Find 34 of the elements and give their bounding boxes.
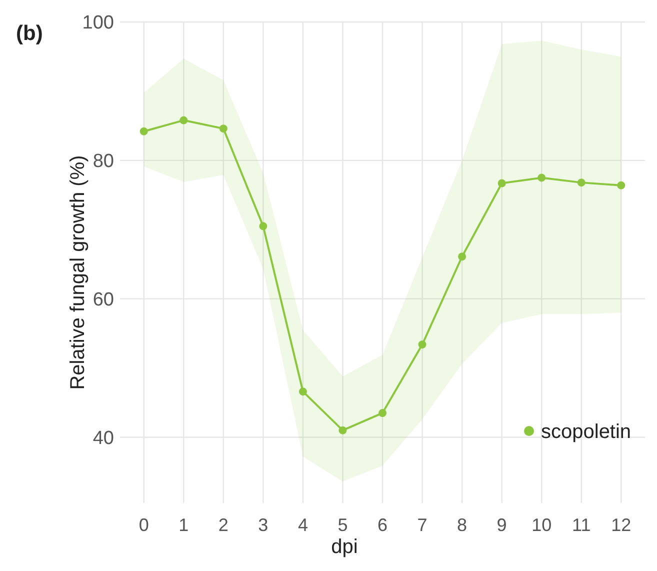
y-tick-label: 80	[92, 151, 114, 172]
point	[338, 426, 347, 434]
y-tick-label: 40	[92, 428, 114, 449]
point	[219, 124, 228, 133]
point	[577, 178, 586, 187]
point	[498, 179, 506, 188]
point	[180, 116, 188, 124]
x-tick-label: 11	[572, 515, 591, 535]
legend-label: scopoletin	[541, 421, 632, 443]
x-tick-label: 0	[138, 515, 149, 535]
point	[418, 340, 426, 349]
point	[140, 127, 148, 136]
x-tick-label: 7	[417, 515, 428, 535]
x-tick-label: 9	[496, 515, 507, 535]
x-axis-title: dpi	[331, 536, 358, 558]
x-tick-label: 6	[377, 515, 388, 535]
x-tick-label: 1	[178, 515, 189, 535]
x-tick-label: 12	[611, 515, 632, 535]
y-tick-label: 60	[92, 289, 114, 310]
point	[617, 181, 626, 190]
x-tick-label: 4	[298, 515, 308, 535]
point	[298, 388, 307, 396]
x-tick-label: 3	[258, 515, 268, 535]
x-tick-label: 5	[338, 515, 348, 535]
point	[378, 409, 386, 418]
x-tick-label: 8	[457, 515, 468, 535]
x-tick-label: 2	[218, 515, 228, 535]
point	[538, 174, 546, 182]
x-tick-label: 10	[532, 515, 552, 535]
point	[259, 222, 268, 230]
chart-title: (b)	[16, 22, 43, 45]
y-tick-label: 100	[82, 12, 114, 34]
y-axis-title: Relative fungal growth (%)	[67, 155, 89, 390]
point	[458, 252, 466, 261]
